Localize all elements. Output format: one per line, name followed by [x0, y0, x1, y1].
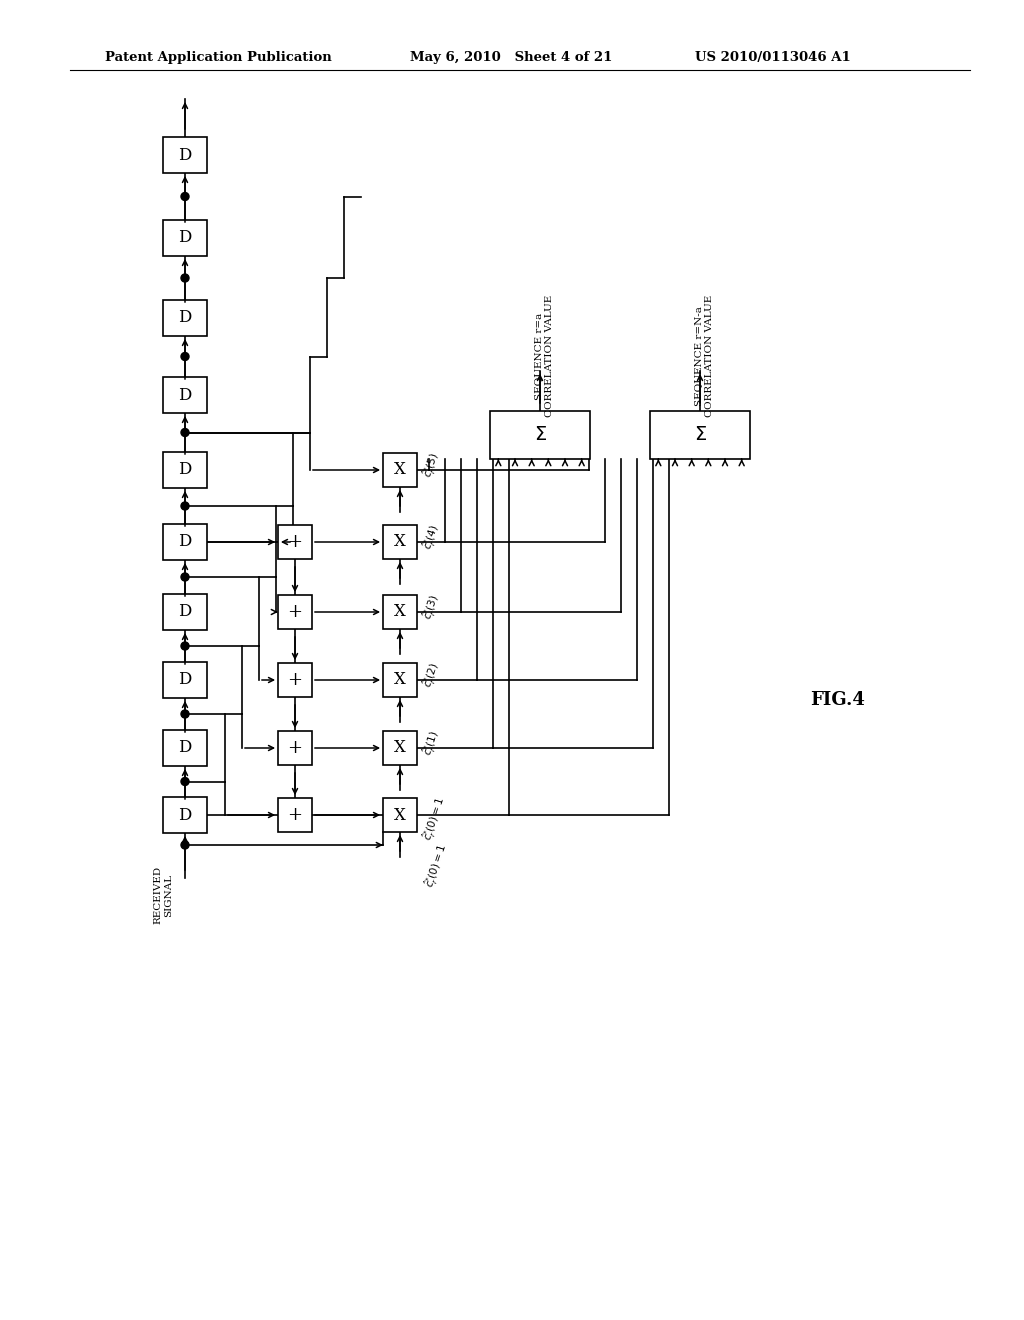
Circle shape [181, 573, 189, 581]
Text: D: D [178, 147, 191, 164]
Bar [490, 411, 590, 459]
Text: D: D [178, 387, 191, 404]
Circle shape [181, 352, 189, 360]
Bar [163, 730, 207, 766]
Bar [383, 525, 417, 558]
Text: X: X [394, 603, 406, 620]
Text: D: D [178, 603, 191, 620]
Bar [650, 411, 750, 459]
Text: $\hat{c}_{r}^{*}(4)$: $\hat{c}_{r}^{*}(4)$ [420, 521, 444, 552]
Circle shape [181, 193, 189, 201]
Text: $\hat{c}_{r}^{*}(2)$: $\hat{c}_{r}^{*}(2)$ [420, 660, 444, 689]
Circle shape [181, 275, 189, 282]
Bar [278, 799, 312, 832]
Text: D: D [178, 533, 191, 550]
Circle shape [181, 642, 189, 649]
Bar [163, 663, 207, 698]
Text: $\hat{c}_{r}^{*}(5)$: $\hat{c}_{r}^{*}(5)$ [420, 450, 444, 479]
Text: D: D [178, 807, 191, 824]
Text: $\hat{c}_{r}^{*}(0)=1$: $\hat{c}_{r}^{*}(0)=1$ [422, 842, 453, 890]
Text: SEQUENCE r=a
CORRELATION VALUE: SEQUENCE r=a CORRELATION VALUE [535, 294, 554, 417]
Bar [383, 663, 417, 697]
Text: D: D [178, 672, 191, 689]
Circle shape [181, 841, 189, 849]
Text: FIG.4: FIG.4 [810, 690, 865, 709]
Text: RECEIVED
SIGNAL: RECEIVED SIGNAL [154, 866, 173, 924]
Bar [163, 300, 207, 337]
Bar [163, 524, 207, 560]
Circle shape [181, 502, 189, 510]
Text: X: X [394, 672, 406, 689]
Text: $\hat{c}_{r}^{*}(0)=1$: $\hat{c}_{r}^{*}(0)=1$ [420, 795, 451, 843]
Text: +: + [288, 533, 302, 550]
Text: D: D [178, 462, 191, 479]
Circle shape [181, 777, 189, 785]
Text: $\Sigma$: $\Sigma$ [693, 426, 707, 444]
Bar [163, 378, 207, 413]
Text: D: D [178, 309, 191, 326]
Bar [163, 451, 207, 488]
Text: +: + [288, 671, 302, 689]
Text: $\hat{c}_{r}^{*}(1)$: $\hat{c}_{r}^{*}(1)$ [420, 729, 444, 758]
Text: $\Sigma$: $\Sigma$ [534, 426, 547, 444]
Bar [278, 525, 312, 558]
Bar [278, 663, 312, 697]
Bar [383, 799, 417, 832]
Bar [383, 595, 417, 630]
Bar [163, 797, 207, 833]
Text: May 6, 2010   Sheet 4 of 21: May 6, 2010 Sheet 4 of 21 [410, 50, 612, 63]
Bar [383, 453, 417, 487]
Text: Patent Application Publication: Patent Application Publication [105, 50, 332, 63]
Text: X: X [394, 462, 406, 479]
Text: D: D [178, 739, 191, 756]
Bar [163, 137, 207, 173]
Text: X: X [394, 807, 406, 824]
Circle shape [181, 429, 189, 437]
Text: US 2010/0113046 A1: US 2010/0113046 A1 [695, 50, 851, 63]
Text: $\hat{c}_{r}^{*}(3)$: $\hat{c}_{r}^{*}(3)$ [420, 591, 444, 622]
Bar [278, 595, 312, 630]
Text: X: X [394, 533, 406, 550]
Text: D: D [178, 230, 191, 247]
Bar [383, 731, 417, 766]
Text: SEQUENCE r=N-a
CORRELATION VALUE: SEQUENCE r=N-a CORRELATION VALUE [694, 294, 714, 417]
Text: +: + [288, 603, 302, 620]
Bar [278, 731, 312, 766]
Bar [163, 220, 207, 256]
Text: X: X [394, 739, 406, 756]
Bar [163, 594, 207, 630]
Text: +: + [288, 739, 302, 756]
Circle shape [181, 710, 189, 718]
Text: +: + [288, 807, 302, 824]
